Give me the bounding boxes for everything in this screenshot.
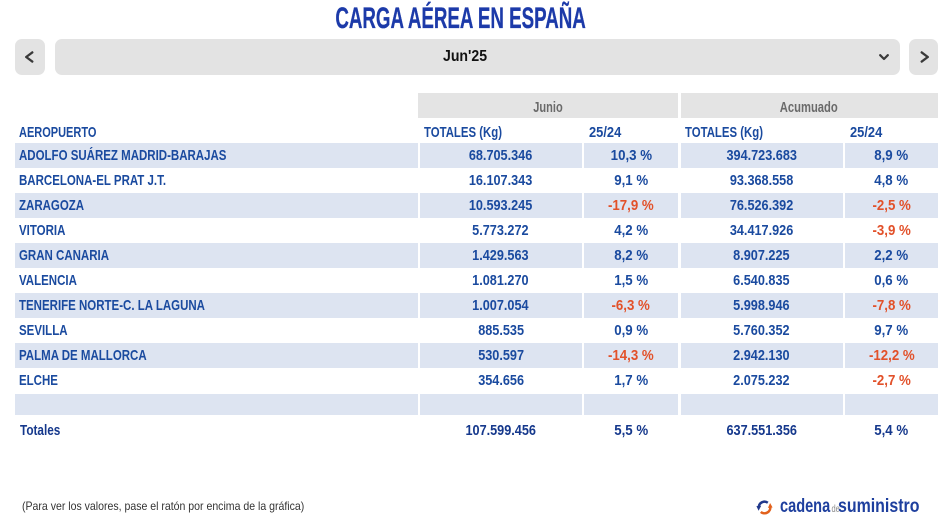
svg-text:cadena: cadena — [780, 494, 831, 517]
svg-text:suministro: suministro — [838, 494, 920, 516]
svg-text:de: de — [832, 503, 840, 514]
